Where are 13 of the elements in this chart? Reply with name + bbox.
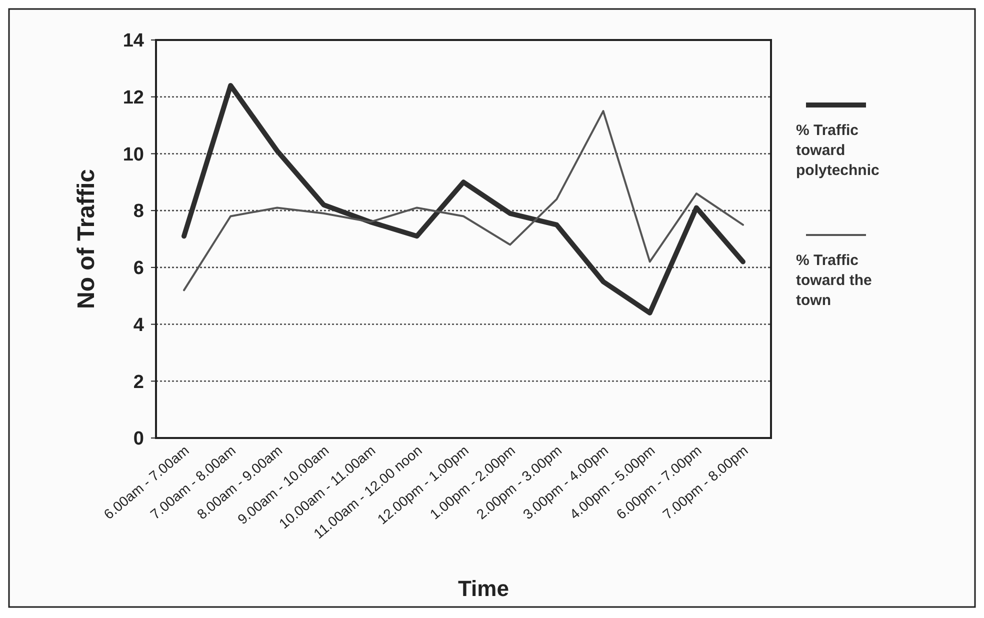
y-axis-title: No of Traffic	[73, 168, 100, 310]
y-tick-label: 6	[133, 258, 144, 280]
y-tick-label: 8	[133, 201, 144, 222]
y-tick-label: 14	[122, 30, 144, 52]
legend-label: % Traffic toward the town	[796, 252, 872, 309]
y-tick-label: 12	[122, 88, 144, 109]
legend-label: % Traffic toward polytechnic	[796, 122, 880, 179]
x-axis-title: Time	[458, 576, 509, 601]
y-tick-label: 2	[133, 372, 144, 393]
y-tick-label: 10	[122, 144, 144, 166]
y-tick-label: 0	[133, 428, 144, 450]
line-series	[183, 110, 744, 292]
y-tick-label: 4	[133, 314, 144, 336]
